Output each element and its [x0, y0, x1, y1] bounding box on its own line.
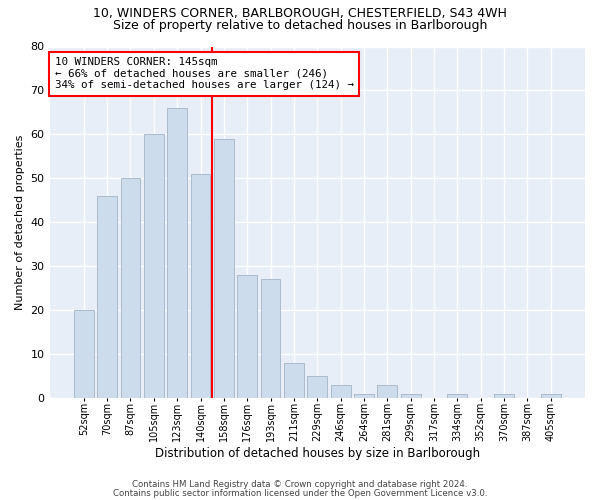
- Bar: [191, 174, 211, 398]
- Y-axis label: Number of detached properties: Number of detached properties: [15, 134, 25, 310]
- Bar: [494, 394, 514, 398]
- Text: Size of property relative to detached houses in Barlborough: Size of property relative to detached ho…: [113, 19, 487, 32]
- Bar: [307, 376, 327, 398]
- Text: Contains public sector information licensed under the Open Government Licence v3: Contains public sector information licen…: [113, 488, 487, 498]
- Bar: [448, 394, 467, 398]
- Bar: [284, 363, 304, 398]
- Bar: [354, 394, 374, 398]
- X-axis label: Distribution of detached houses by size in Barlborough: Distribution of detached houses by size …: [155, 447, 480, 460]
- Bar: [541, 394, 560, 398]
- Bar: [97, 196, 117, 398]
- Bar: [260, 280, 280, 398]
- Text: 10 WINDERS CORNER: 145sqm
← 66% of detached houses are smaller (246)
34% of semi: 10 WINDERS CORNER: 145sqm ← 66% of detac…: [55, 57, 354, 90]
- Bar: [167, 108, 187, 398]
- Bar: [121, 178, 140, 398]
- Bar: [74, 310, 94, 398]
- Bar: [144, 134, 164, 398]
- Bar: [214, 138, 234, 398]
- Text: Contains HM Land Registry data © Crown copyright and database right 2024.: Contains HM Land Registry data © Crown c…: [132, 480, 468, 489]
- Bar: [401, 394, 421, 398]
- Bar: [238, 275, 257, 398]
- Bar: [377, 384, 397, 398]
- Bar: [331, 384, 350, 398]
- Text: 10, WINDERS CORNER, BARLBOROUGH, CHESTERFIELD, S43 4WH: 10, WINDERS CORNER, BARLBOROUGH, CHESTER…: [93, 8, 507, 20]
